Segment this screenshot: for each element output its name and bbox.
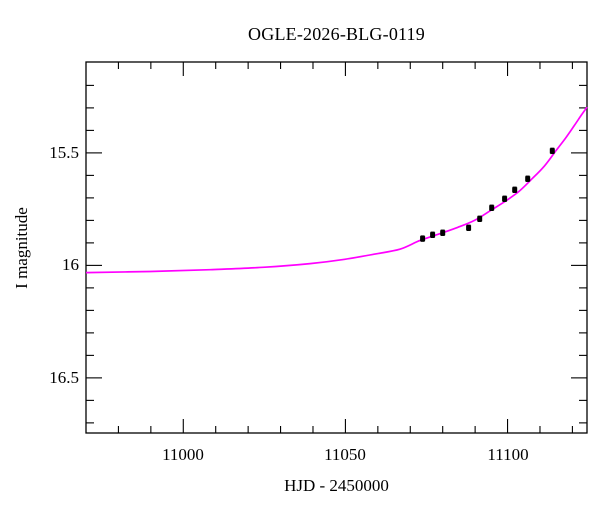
data-point [466,225,472,231]
y-tick-label: 16 [62,255,79,274]
data-point [477,216,483,222]
data-point [420,236,426,242]
y-tick-label: 15.5 [49,143,79,162]
x-tick-label: 11050 [324,445,366,464]
data-point [525,176,531,182]
data-point [512,187,518,193]
chart-title: OGLE-2026-BLG-0119 [248,24,425,44]
x-tick-label: 11100 [487,445,529,464]
data-point [440,230,446,236]
x-axis-label: HJD - 2450000 [284,476,389,495]
data-point [502,196,508,202]
y-tick-label: 16.5 [49,368,79,387]
model-curve [85,106,588,274]
data-point [430,232,436,238]
data-point [549,148,555,154]
data-point [489,205,495,211]
x-tick-label: 11000 [162,445,204,464]
